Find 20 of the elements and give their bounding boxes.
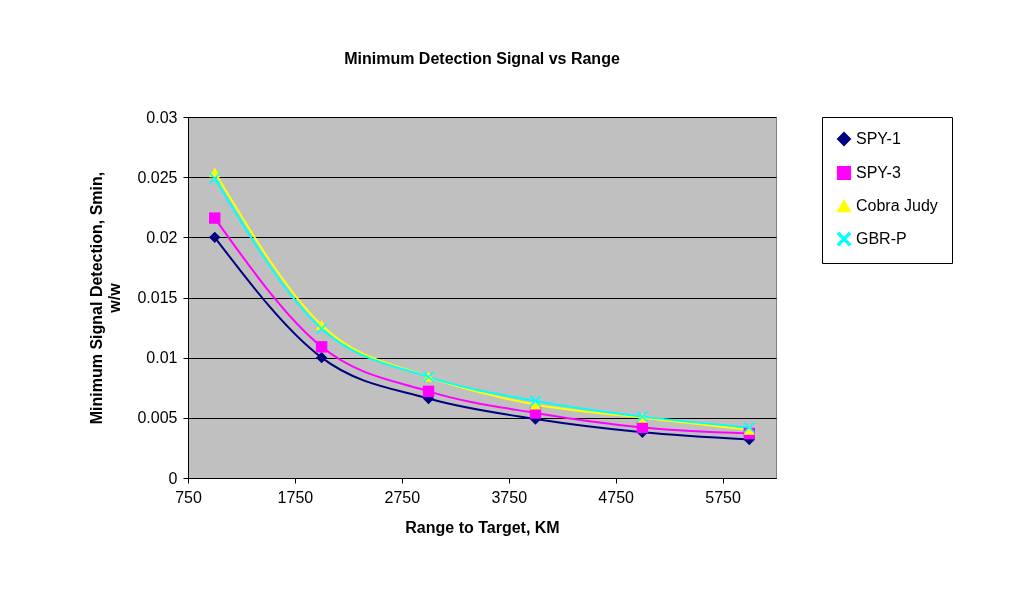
- x-tick-label: 1750: [277, 488, 314, 506]
- y-tick-label: 0.015: [137, 289, 178, 306]
- y-tick-label: 0.02: [146, 228, 178, 246]
- x-axis-title: Range to Target, KM: [405, 518, 560, 536]
- legend-label: SPY-3: [856, 164, 901, 181]
- x-tick-label: 750: [175, 488, 202, 506]
- x-tick-label: 5750: [705, 488, 741, 506]
- y-tick-label: 0: [168, 469, 178, 487]
- chart-title: Minimum Detection Signal vs Range: [344, 50, 620, 67]
- y-tick-label: 0.03: [146, 108, 178, 126]
- legend-label: GBR-P: [856, 230, 907, 247]
- y-tick-label: 0.005: [137, 409, 178, 427]
- y-tick-label: 0.025: [137, 168, 178, 186]
- legend-label: SPY-1: [856, 130, 901, 147]
- x-tick-label: 2750: [384, 488, 421, 506]
- y-axis-title: Minimum Signal Detection, Smin, w/w: [88, 171, 124, 425]
- legend-label: Cobra Judy: [856, 197, 938, 214]
- x-tick-label: 4750: [598, 488, 635, 506]
- x-tick-label: 3750: [491, 488, 528, 506]
- y-tick-label: 0.01: [146, 349, 178, 367]
